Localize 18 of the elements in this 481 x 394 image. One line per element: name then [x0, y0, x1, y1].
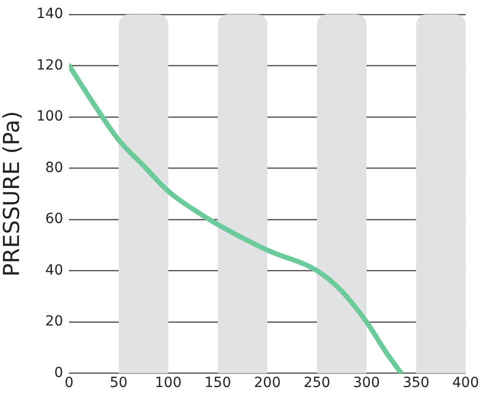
y-tick-label: 100	[36, 108, 64, 125]
y-tick-label: 40	[45, 262, 64, 278]
x-tick-label: 300	[353, 375, 380, 392]
y-tick-label: 20	[45, 314, 64, 330]
y-axis-title: PRESSURE (Pa)	[0, 111, 25, 277]
x-tick-label: 200	[254, 375, 281, 392]
x-tick-label: 350	[402, 375, 430, 392]
x-tick-label: 250	[304, 375, 330, 392]
x-tick-label: 400	[452, 375, 480, 392]
y-tick-label: 120	[36, 57, 64, 74]
y-tick-label: 0	[54, 364, 64, 381]
x-tick-label: 50	[110, 375, 128, 392]
x-tick-label: 150	[204, 375, 232, 392]
x-tick-label: 100	[154, 375, 182, 392]
y-tick-label: 140	[36, 6, 64, 22]
y-tick-label: 80	[45, 160, 64, 176]
x-tick-label: 0	[64, 375, 74, 392]
y-tick-label: 60	[45, 211, 64, 228]
